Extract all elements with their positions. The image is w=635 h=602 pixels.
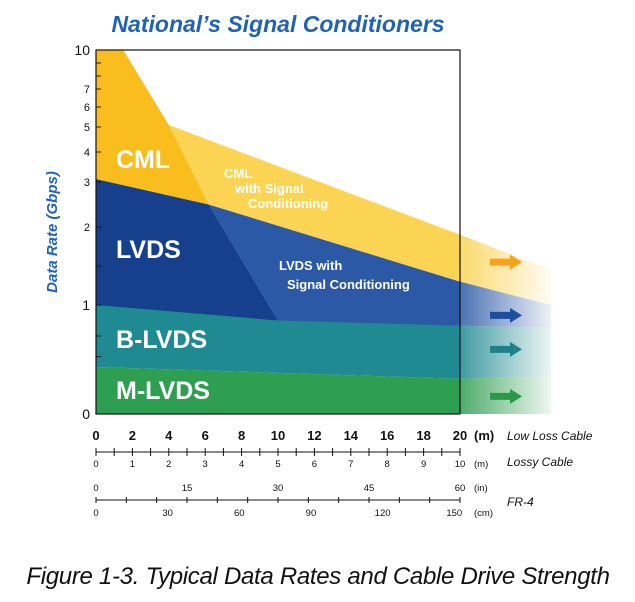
y-tick-label: 2	[84, 222, 90, 234]
x-tick-label-lossy: 0	[93, 459, 98, 470]
x-tick-label-lossy: 2	[166, 459, 171, 470]
x-tick-label-low-loss: 12	[307, 428, 321, 443]
x-tick-label-fr4-in: 30	[273, 483, 284, 494]
x-tick-label-lossy: 8	[385, 459, 390, 470]
x-tick-label-low-loss: 2	[129, 428, 136, 443]
x-tick-label-low-loss: 4	[165, 428, 173, 443]
y-tick-label: 6	[84, 102, 90, 114]
y-tick-label: 3	[84, 177, 90, 189]
y-tick-label: 0	[82, 406, 90, 422]
band-lvds	[96, 179, 278, 321]
x-tick-label-lossy: 4	[239, 459, 244, 470]
x-tick-label-fr4-in: 60	[455, 483, 466, 494]
x-tick-label-lossy: 7	[348, 459, 353, 470]
x-tick-label-lossy: 3	[203, 459, 208, 470]
x-axis-label: FR-4	[507, 495, 534, 509]
y-tick-label: 4	[84, 147, 90, 159]
extension-arrow	[490, 254, 522, 270]
band-label-cml-cond-line1: CML	[224, 166, 252, 181]
y-tick-label: 7	[84, 84, 90, 96]
x-tick-label-fr4-in: 0	[93, 483, 98, 494]
extension-arrow	[490, 341, 522, 357]
x-tick-label-low-loss: 18	[416, 428, 430, 443]
x-tick-label-fr4-cm: 60	[234, 508, 245, 519]
band-label-cml-conditioning: CML with Signal Conditioning	[224, 166, 328, 211]
x-tick-label-low-loss: 0	[92, 428, 99, 443]
figure-caption: Figure 1-3. Typical Data Rates and Cable…	[26, 563, 609, 590]
x-tick-label-fr4-cm: 150	[446, 508, 462, 519]
band-label-cml-cond-line2: with Signal	[234, 181, 304, 196]
band-b-lvds	[96, 305, 460, 379]
x-tick-label-fr4-cm: 30	[162, 508, 173, 519]
band-label-m-lvds: M-LVDS	[116, 377, 210, 405]
x-tick-label-lossy: 1	[130, 459, 135, 470]
x-axis-label: Low Loss Cable	[507, 429, 593, 443]
band-label-lvds: LVDS	[116, 236, 181, 264]
band-label-lvds-conditioning: LVDS with Signal Conditioning	[279, 258, 410, 292]
x-tick-label-low-loss: 10	[271, 428, 285, 443]
y-axis-label: Data Rate (Gbps)	[44, 171, 61, 293]
x-axis-unit: (m)	[474, 459, 488, 470]
x-tick-label-fr4-cm: 120	[375, 508, 391, 519]
x-axis-unit: (m)	[474, 428, 494, 443]
x-tick-label-low-loss: 16	[380, 428, 394, 443]
x-tick-label-lossy: 9	[421, 459, 426, 470]
x-axis-unit: (cm)	[474, 508, 493, 519]
band-label-lvds-cond-line2: Signal Conditioning	[287, 277, 410, 292]
x-axis-label: Lossy Cable	[507, 455, 573, 469]
band-label-cml: CML	[116, 146, 170, 174]
extension-arrow	[490, 388, 522, 404]
x-tick-label-low-loss: 20	[453, 428, 467, 443]
x-tick-label-fr4-cm: 0	[93, 508, 98, 519]
band-label-b-lvds: B-LVDS	[116, 326, 207, 354]
x-tick-label-fr4-cm: 90	[306, 508, 317, 519]
extension-arrow	[490, 307, 522, 323]
y-tick-label: 5	[84, 122, 90, 134]
x-tick-label-low-loss: 8	[238, 428, 245, 443]
band-label-lvds-cond-line1: LVDS with	[279, 258, 342, 273]
extension-arrows	[490, 254, 522, 404]
x-tick-label-fr4-in: 45	[364, 483, 375, 494]
band-label-cml-cond-line3: Conditioning	[248, 196, 328, 211]
plot-frame	[95, 49, 461, 415]
band-cml	[96, 50, 209, 205]
x-tick-label-lossy: 5	[275, 459, 280, 470]
band-cml-conditioning	[168, 125, 461, 282]
band-lvds-conditioning	[208, 204, 460, 326]
x-axis-unit: (in)	[474, 483, 488, 494]
x-tick-label-low-loss: 14	[344, 428, 359, 443]
band-m-lvds	[96, 367, 460, 414]
x-tick-label-fr4-in: 15	[182, 483, 193, 494]
x-tick-label-lossy: 10	[455, 459, 466, 470]
chart-title: National’s Signal Conditioners	[111, 11, 444, 37]
x-tick-label-low-loss: 6	[202, 428, 209, 443]
y-tick-label: 10	[74, 42, 90, 58]
y-tick-label: 1	[82, 297, 90, 313]
x-tick-label-lossy: 6	[312, 459, 317, 470]
